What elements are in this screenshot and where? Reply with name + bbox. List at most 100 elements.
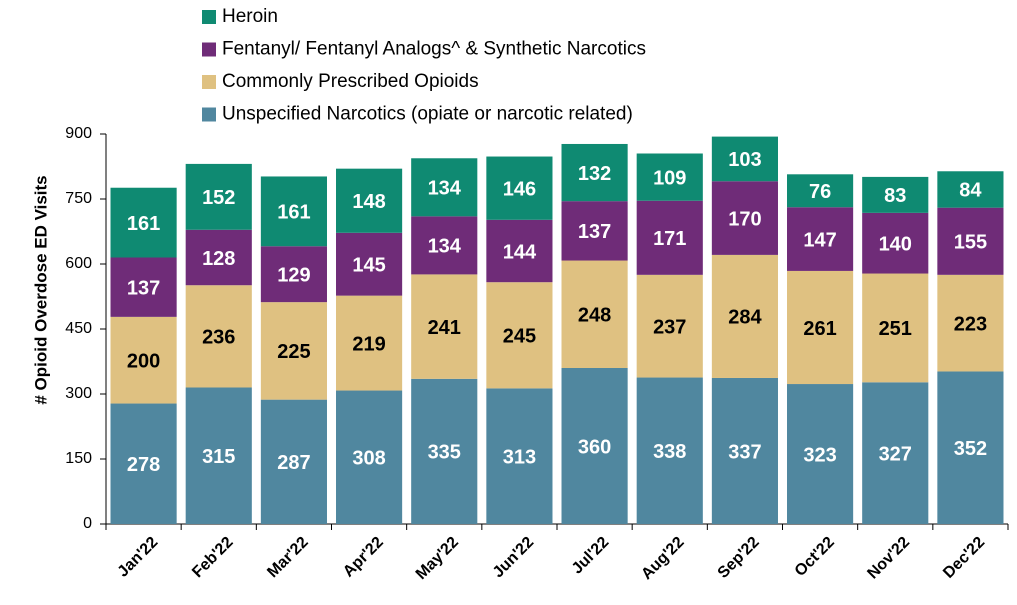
bar-segment (411, 378, 478, 524)
bar-segment (561, 368, 628, 524)
bar-segment (787, 270, 854, 385)
y-tick-label: 0 (83, 515, 92, 532)
bar-segment (711, 136, 778, 182)
x-tick-label: May'22 (413, 534, 462, 583)
legend-label: Unspecified Narcotics (opiate or narcoti… (222, 104, 633, 125)
data-label: 245 (503, 326, 536, 348)
data-label: 225 (277, 341, 310, 363)
data-label: 76 (809, 181, 831, 203)
data-label: 129 (277, 264, 310, 286)
data-label: 144 (503, 241, 537, 263)
bar-segment (787, 207, 854, 271)
data-label: 200 (127, 350, 160, 372)
data-label: 148 (352, 191, 385, 213)
data-label: 170 (728, 208, 761, 230)
bar-segment (260, 246, 327, 303)
data-label: 128 (202, 248, 235, 270)
bar-segment (336, 168, 403, 233)
data-label: 137 (127, 277, 160, 299)
data-label: 171 (653, 228, 686, 250)
data-label: 308 (352, 448, 385, 470)
data-label: 103 (728, 149, 761, 171)
bar-segment (260, 399, 327, 524)
bar-segment (110, 403, 177, 524)
y-tick-label: 300 (65, 385, 92, 402)
data-label: 287 (277, 452, 310, 474)
bar-segment (636, 377, 703, 524)
data-label: 109 (653, 167, 686, 189)
data-label: 145 (352, 254, 385, 276)
data-label: 315 (202, 446, 235, 468)
legend-swatch (202, 42, 216, 57)
y-tick-label: 150 (65, 450, 92, 467)
data-label: 134 (428, 236, 462, 258)
bar-segment (711, 377, 778, 524)
bar-segment (486, 282, 553, 389)
bar-segment (110, 257, 177, 317)
x-tick-label: Nov'22 (864, 534, 913, 583)
y-axis-label: # Opioid Overdose ED Visits (31, 175, 50, 404)
bar-segment (937, 371, 1004, 524)
data-label: 278 (127, 454, 160, 476)
bar-segment (185, 285, 252, 388)
bar-segment (336, 232, 403, 296)
data-label: 155 (954, 232, 987, 254)
data-label: 251 (879, 318, 912, 340)
data-label: 261 (803, 318, 836, 340)
bar-segment (787, 174, 854, 208)
data-label: 323 (803, 444, 836, 466)
bar-segment (636, 274, 703, 378)
data-label: 161 (127, 213, 160, 235)
data-label: 219 (352, 333, 385, 355)
legend-label: Commonly Prescribed Opioids (222, 71, 479, 92)
x-tick-label: Mar'22 (264, 534, 311, 581)
data-label: 161 (277, 202, 310, 224)
x-tick-label: Jun'22 (490, 534, 537, 581)
bar-segment (486, 388, 553, 524)
bar-segment (110, 187, 177, 258)
data-label: 223 (954, 313, 987, 335)
x-tick-label: Jan'22 (115, 534, 162, 581)
bar-segment (937, 207, 1004, 275)
x-tick-label: Feb'22 (189, 534, 236, 581)
x-tick-label: Dec'22 (940, 534, 988, 582)
legend-swatch (202, 10, 216, 24)
data-label: 338 (653, 441, 686, 463)
x-tick-label: Apr'22 (340, 534, 387, 581)
bar-segment (110, 316, 177, 404)
data-label: 236 (202, 327, 235, 349)
bar-segment (862, 212, 929, 274)
data-label: 284 (728, 307, 762, 329)
data-label: 134 (428, 178, 462, 200)
bar-segment (937, 274, 1004, 372)
legend-swatch (202, 75, 216, 89)
bar-segment (260, 176, 327, 247)
bar-segment (862, 176, 929, 213)
legend-swatch (202, 107, 216, 122)
data-label: 237 (653, 316, 686, 338)
bar-segment (862, 273, 929, 383)
data-label: 147 (803, 229, 836, 251)
data-label: 337 (728, 441, 761, 463)
bar-segment (486, 219, 553, 283)
data-label: 327 (879, 443, 912, 465)
data-label: 313 (503, 446, 536, 468)
bar-segment (711, 254, 778, 378)
x-tick-label: Sep'22 (715, 534, 763, 582)
y-tick-label: 900 (65, 125, 92, 142)
bar-segment (486, 156, 553, 220)
y-tick-label: 600 (65, 255, 92, 272)
x-tick-label: Jul'22 (569, 534, 613, 578)
data-label: 352 (954, 438, 987, 460)
x-tick-label: Oct'22 (792, 534, 838, 580)
bar-segment (561, 201, 628, 261)
bar-segment (561, 260, 628, 368)
legend-label: Fentanyl/ Fentanyl Analogs^ & Synthetic … (222, 39, 646, 60)
bar-segment (862, 382, 929, 524)
y-tick-label: 450 (65, 320, 92, 337)
bar-segment (711, 181, 778, 255)
bar-segment (260, 302, 327, 400)
bar-segment (636, 153, 703, 201)
bar-segment (411, 216, 478, 275)
y-tick-label: 750 (65, 190, 92, 207)
